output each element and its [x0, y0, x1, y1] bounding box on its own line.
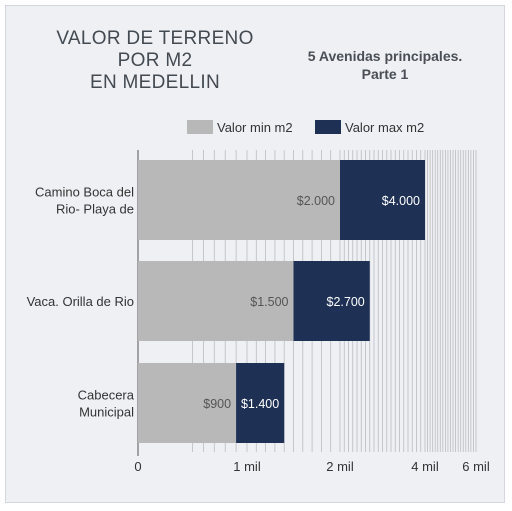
x-tick-label: 6 mil [462, 459, 490, 474]
chart-subtitle-line: 5 Avenidas principales. [307, 48, 463, 64]
chart-title-line: VALOR DE TERRENO [56, 28, 254, 49]
bar-min [138, 160, 340, 240]
bar-min [138, 363, 237, 443]
data-label-max: $4.000 [382, 194, 420, 208]
x-tick-label: 0 [134, 459, 141, 474]
x-tick-label: 1 mil [233, 459, 261, 474]
chart-subtitle-line: Parte 1 [361, 66, 409, 82]
category-label: Rio- Playa de [56, 202, 134, 217]
chart-title-line: POR M2 [117, 50, 193, 71]
bar-max [236, 363, 285, 443]
legend-swatch-min [187, 120, 213, 134]
chart-title-line: EN MEDELLIN [89, 72, 220, 93]
data-label-min: $900 [203, 397, 231, 411]
chart-title: VALOR DE TERRENO POR M2 EN MEDELLIN [40, 28, 270, 94]
bar-min [138, 261, 294, 341]
data-label-max: $2.700 [327, 295, 365, 309]
legend-item-min: Valor min m2 [187, 119, 293, 135]
legend-label-max: Valor max m2 [345, 119, 425, 135]
x-tick-label: 2 mil [326, 459, 354, 474]
legend-label-min: Valor min m2 [217, 119, 293, 135]
category-label: Vaca. Orilla de Rio [27, 294, 134, 309]
legend-item-max: Valor max m2 [315, 119, 424, 135]
data-label-max: $1.400 [241, 397, 279, 411]
bar-max [293, 261, 370, 341]
legend-swatch-max [315, 120, 341, 134]
category-label: Cabecera [78, 388, 135, 403]
data-label-min: $2.000 [297, 194, 335, 208]
category-label: Camino Boca del [35, 185, 134, 200]
data-label-min: $1.500 [250, 295, 288, 309]
chart-subtitle: 5 Avenidas principales. Parte 1 [280, 47, 490, 83]
bar-max [340, 160, 425, 240]
x-tick-label: 4 mil [411, 459, 439, 474]
category-label: Municipal [79, 405, 134, 420]
